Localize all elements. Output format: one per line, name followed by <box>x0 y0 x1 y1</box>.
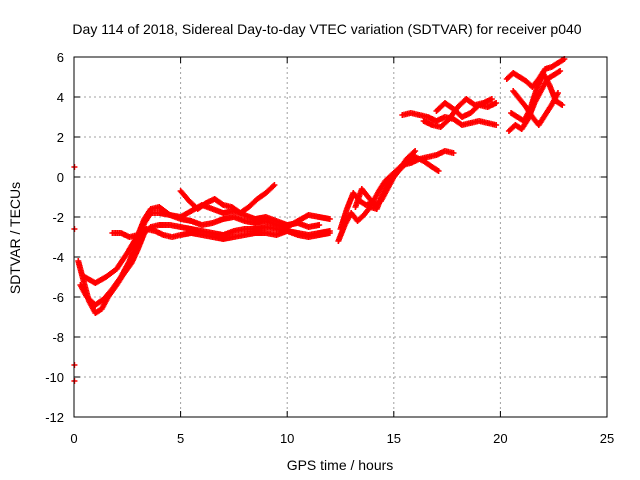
data-point <box>326 230 333 236</box>
x-tick-label: 25 <box>600 431 614 446</box>
data-point <box>435 168 442 174</box>
data-point <box>493 122 500 128</box>
data-point <box>493 100 500 106</box>
data-point <box>488 96 495 102</box>
data-point <box>557 68 564 74</box>
y-axis-label: SDTVAR / TECUs <box>7 182 23 294</box>
grid-lines <box>74 57 607 417</box>
plot-frame <box>73 56 608 418</box>
data-marks <box>71 56 568 384</box>
y-tick-label: -2 <box>52 210 64 225</box>
y-tick-label: -8 <box>52 330 64 345</box>
data-point <box>271 182 278 188</box>
data-point <box>316 222 323 228</box>
y-tick-label: -6 <box>52 290 64 305</box>
chart-title: Day 114 of 2018, Sidereal Day-to-day VTE… <box>72 21 581 37</box>
data-point <box>412 148 419 154</box>
x-tick-label: 15 <box>387 431 401 446</box>
axis-ticks: -12 -10 -8 -6 -4 -2 0 2 4 6 0 5 10 15 20 25 <box>45 50 614 446</box>
y-tick-label: -10 <box>45 370 64 385</box>
x-axis-label: GPS time / hours <box>287 457 394 473</box>
data-point <box>326 216 333 222</box>
x-tick-label: 10 <box>280 431 294 446</box>
x-tick-label: 20 <box>493 431 507 446</box>
y-tick-label: 4 <box>57 90 64 105</box>
data-point <box>559 102 566 108</box>
y-tick-label: 6 <box>57 50 64 65</box>
data-point <box>554 90 561 96</box>
x-tick-label: 5 <box>177 431 184 446</box>
y-tick-label: -4 <box>52 250 64 265</box>
y-tick-label: -12 <box>45 410 64 425</box>
x-tick-label: 0 <box>70 431 77 446</box>
data-point <box>450 150 457 156</box>
y-tick-label: 2 <box>57 130 64 145</box>
y-tick-label: 0 <box>57 170 64 185</box>
